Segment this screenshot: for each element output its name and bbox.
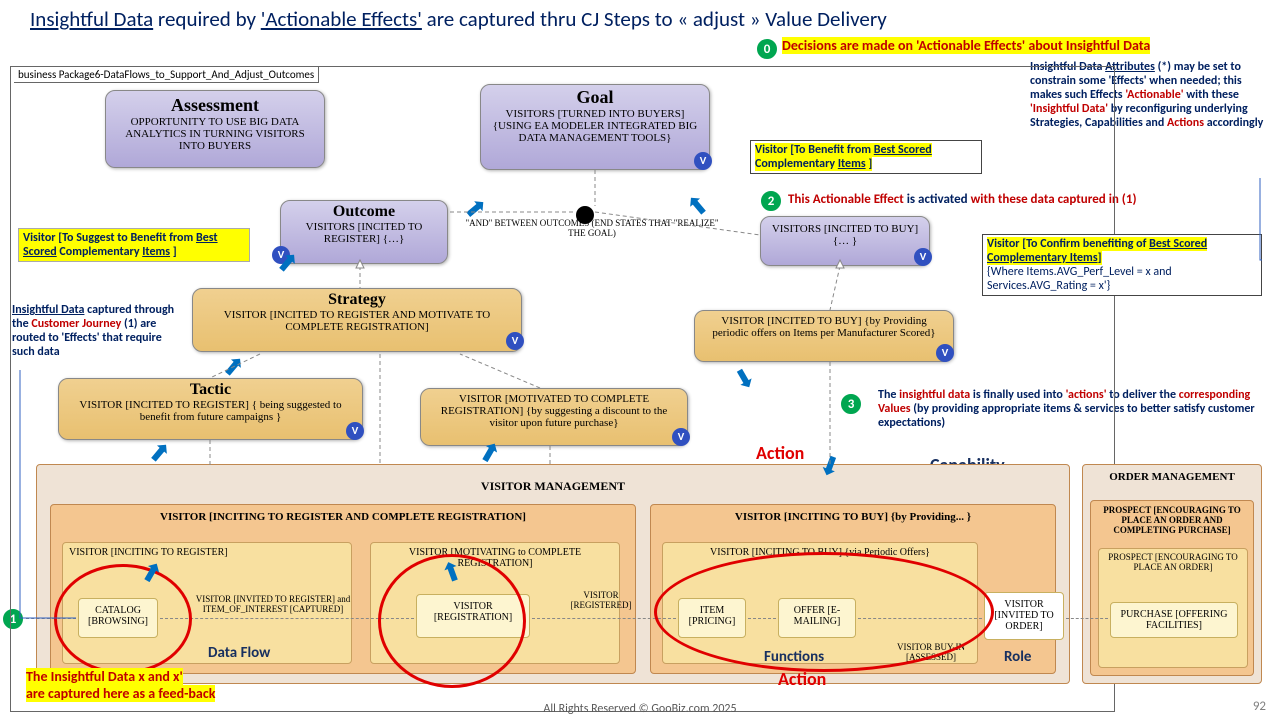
flow1: VISITOR [INVITED TO REGISTER] and ITEM_O…	[188, 594, 358, 614]
step-0-badge: 0	[756, 38, 778, 60]
strategy-node: Strategy VISITOR [INCITED TO REGISTER AN…	[192, 288, 522, 352]
assessment-node: Assessment OPPORTUNITY TO USE BIG DATA A…	[105, 90, 325, 168]
assessment-body: OPPORTUNITY TO USE BIG DATA ANALYTICS IN…	[116, 116, 314, 152]
functions-label: Functions	[764, 648, 824, 666]
role1-title: VISITOR [INCITING TO REGISTER]	[69, 547, 345, 558]
outcome1-body: VISITORS [INCITED TO REGISTER] {…}	[289, 221, 439, 245]
dash-line	[1066, 618, 1108, 619]
role4-title: PROSPECT [ENCOURAGING TO PLACE AN ORDER]	[1103, 552, 1243, 572]
strategy2-node: VISITOR [INCITED TO BUY] {by Providing p…	[694, 310, 954, 362]
role-label: Role	[1004, 648, 1031, 666]
title-rest: are captured thru CJ Steps to « adjust »…	[422, 6, 887, 32]
title-u2: 'Actionable Effects'	[261, 6, 422, 32]
assessment-title: Assessment	[116, 95, 314, 116]
v-badge: V	[936, 344, 954, 362]
and-text: "AND" BETWEEN OUTCOMES (END STATES THAT …	[462, 218, 722, 238]
bottom-note: The Insightful Data x and x'are captured…	[26, 668, 215, 702]
v-badge: V	[914, 248, 932, 266]
f6: PURCHASE [OFFERING FACILITIES]	[1110, 602, 1238, 638]
note-top: Visitor [To Benefit from Best Scored Com…	[750, 140, 982, 174]
outcome2-body: VISITORS [INCITED TO BUY] {… }	[769, 223, 921, 247]
red-circle-1	[54, 564, 192, 674]
v-badge: V	[694, 152, 712, 170]
cap3-title: PROSPECT [ENCOURAGING TO PLACE AN ORDER …	[1091, 505, 1253, 535]
package-label: business Package6-DataFlows_to_Support_A…	[14, 67, 319, 83]
step0-note: Decisions are made on 'Actionable Effect…	[782, 37, 1150, 54]
flow2: VISITOR [REGISTERED]	[558, 590, 644, 610]
goal-body: VISITORS [TURNED INTO BUYERS] {USING EA …	[491, 108, 699, 144]
page-title: Insightful Data required by 'Actionable …	[30, 6, 887, 32]
title-u1: Insightful Data	[30, 6, 153, 32]
tactic1-body: VISITOR [INCITED TO REGISTER] { being su…	[69, 399, 352, 423]
goal-node: Goal VISITORS [TURNED INTO BUYERS] {USIN…	[480, 84, 710, 170]
cap1-title: VISITOR [INCITING TO REGISTER AND COMPLE…	[51, 511, 635, 523]
outcome-title: Outcome	[289, 203, 439, 221]
strategy-body: VISITOR [INCITED TO REGISTER AND MOTIVAT…	[203, 309, 511, 333]
vm-title: VISITOR MANAGEMENT	[37, 479, 1069, 494]
tactic2-node: VISITOR [MOTIVATED TO COMPLETE REGISTRAT…	[420, 388, 688, 446]
note-left: Visitor [To Suggest to Benefit from Best…	[18, 228, 250, 262]
strategy2-body: VISITOR [INCITED TO BUY] {by Providing p…	[705, 315, 943, 339]
goal-title: Goal	[491, 87, 699, 108]
outcome2-node: VISITORS [INCITED TO BUY] {… }	[760, 216, 930, 266]
v-badge: V	[346, 422, 364, 440]
v-badge: V	[672, 428, 690, 446]
f5: VISITOR [INVITED TO ORDER]	[984, 592, 1064, 640]
dataflow-label: Data Flow	[208, 644, 270, 662]
tactic2-body: VISITOR [MOTIVATED TO COMPLETE REGISTRAT…	[431, 393, 677, 429]
strategy-title: Strategy	[203, 291, 511, 309]
title-mid: required by	[153, 6, 261, 32]
action-label: Action	[756, 442, 804, 464]
action-label-2: Action	[778, 668, 826, 690]
cap2-title: VISITOR [INCITING TO BUY] {by Providing.…	[651, 511, 1055, 523]
outcome1-node: Outcome VISITORS [INCITED TO REGISTER] {…	[280, 200, 448, 264]
page-number: 92	[1253, 699, 1266, 714]
v-badge: V	[506, 332, 524, 350]
dash-line	[160, 618, 414, 619]
tactic-title: Tactic	[69, 381, 352, 399]
tactic1-node: Tactic VISITOR [INCITED TO REGISTER] { b…	[58, 378, 363, 440]
footer: All Rights Reserved © GooBiz.com 2025	[0, 702, 1280, 716]
note-right: Visitor [To Confirm benefiting of Best S…	[982, 234, 1262, 296]
om-title: ORDER MANAGEMENT	[1083, 471, 1261, 483]
